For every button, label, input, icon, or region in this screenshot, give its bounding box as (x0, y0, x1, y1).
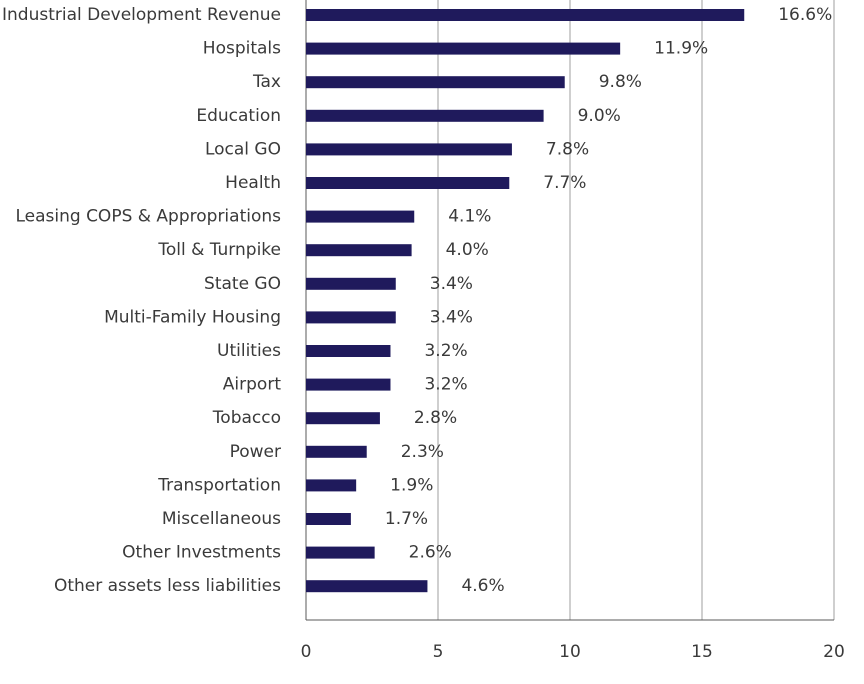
category-label: Other Investments (122, 543, 281, 563)
category-labels: Industrial Development Revenue Hospitals T… (2, 5, 281, 596)
value-label: 2.8% (414, 408, 457, 428)
value-label: 11.9% (654, 39, 708, 59)
value-label: 1.7% (385, 509, 428, 529)
bar (306, 42, 621, 55)
bar (306, 479, 357, 492)
bar (306, 345, 391, 357)
category-label: Airport (223, 375, 282, 395)
bar (306, 513, 351, 525)
value-label: 3.2% (424, 341, 467, 361)
bar (306, 210, 415, 223)
bars (306, 9, 745, 593)
category-label: Local GO (205, 139, 281, 159)
value-label: 3.4% (430, 307, 473, 327)
value-label: 1.9% (390, 475, 433, 495)
bar (306, 311, 396, 324)
bar (306, 277, 396, 290)
category-label: Leasing COPS & Appropriations (15, 207, 281, 227)
category-label: Power (230, 442, 281, 462)
bar (306, 546, 375, 559)
bar (306, 244, 412, 257)
category-label: Multi-Family Housing (104, 307, 281, 327)
bar (306, 143, 512, 156)
x-tick-label: 15 (691, 642, 713, 662)
bar (306, 177, 510, 189)
bar (306, 580, 428, 593)
value-label: 2.6% (409, 543, 452, 563)
category-label: Health (225, 173, 281, 193)
category-label: Tax (252, 72, 281, 92)
value-label: 4.1% (448, 207, 491, 227)
category-label: Education (196, 106, 281, 126)
x-tick-label: 5 (433, 642, 444, 662)
value-label: 9.8% (599, 72, 642, 92)
bar (306, 76, 565, 89)
bar (306, 109, 544, 122)
category-label: Other assets less liabilities (54, 576, 281, 596)
value-label: 7.8% (546, 139, 589, 159)
x-axis-tick-labels: 0 5 10 15 20 (301, 642, 845, 662)
bar (306, 445, 367, 458)
value-label: 3.4% (430, 274, 473, 294)
value-label: 16.6% (778, 5, 832, 25)
value-label: 3.2% (424, 375, 467, 395)
x-tick-label: 10 (559, 642, 581, 662)
category-label: Toll & Turnpike (157, 240, 281, 260)
value-label: 4.0% (446, 240, 489, 260)
value-label: 4.6% (461, 576, 504, 596)
value-label: 7.7% (543, 173, 586, 193)
category-label: Utilities (217, 341, 281, 361)
value-label: 2.3% (401, 442, 444, 462)
category-label: State GO (204, 274, 281, 294)
bar (306, 412, 380, 425)
bar (306, 378, 391, 391)
bar (306, 9, 745, 21)
category-label: Transportation (157, 475, 281, 495)
category-label: Industrial Development Revenue (2, 5, 281, 25)
value-label: 9.0% (578, 106, 621, 126)
category-label: Miscellaneous (162, 509, 281, 529)
x-tick-label: 0 (301, 642, 312, 662)
category-label: Tobacco (212, 408, 281, 428)
x-tick-label: 20 (823, 642, 845, 662)
grid-lines (305, 0, 835, 621)
category-label: Hospitals (203, 39, 281, 59)
value-labels: 16.6% 11.9% 9.8% 9.0% 7.8% 7.7% 4.1% 4.0% 3.4% 3.… (385, 5, 832, 596)
